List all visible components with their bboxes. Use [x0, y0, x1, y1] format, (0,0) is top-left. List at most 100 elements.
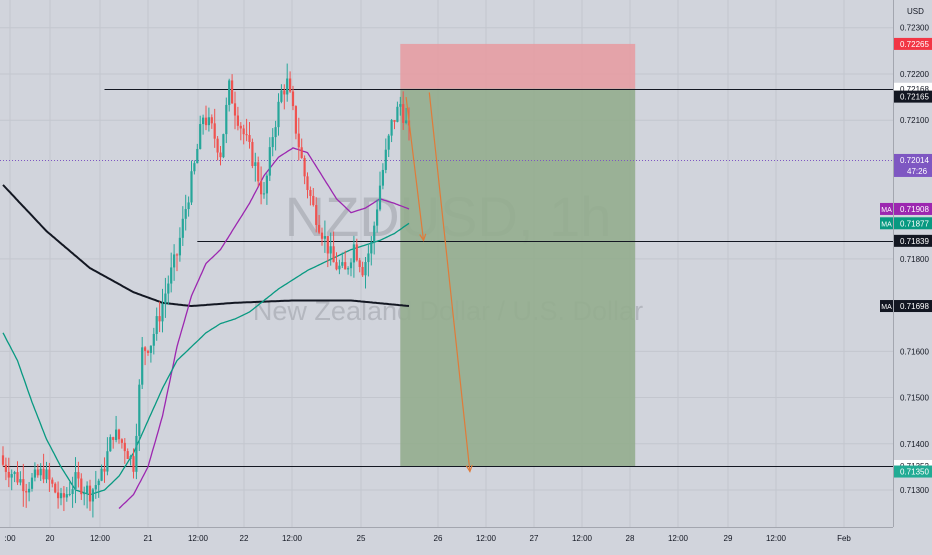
candle-body: [196, 148, 199, 164]
price-tick-label: 0.71400: [900, 440, 929, 449]
candle-body: [132, 456, 135, 472]
time-tick-label: 12:00: [572, 534, 593, 543]
ma-tag-badge: [880, 300, 893, 313]
candle-body: [68, 493, 71, 495]
ma-tag-text: MA: [881, 207, 892, 214]
hline-price-tag-bg: [894, 234, 932, 247]
candle-body: [199, 124, 202, 149]
candle-body: [405, 120, 408, 123]
candle-body: [155, 316, 158, 334]
candle-body: [355, 244, 358, 261]
candle-body: [347, 268, 350, 270]
currency-label: USD: [907, 7, 924, 16]
candle-body: [25, 491, 28, 493]
candle-body: [384, 149, 387, 170]
candle-body: [271, 137, 274, 148]
candle-body: [228, 80, 231, 105]
candle-body: [332, 246, 335, 263]
candle-body: [260, 181, 263, 195]
price-tick-label: 0.71800: [900, 255, 929, 264]
bar-countdown: 47:26: [907, 167, 928, 176]
time-tick-label: 21: [144, 534, 153, 543]
candle-body: [231, 80, 234, 104]
candle-body: [80, 478, 83, 495]
time-tick-label: 12:00: [282, 534, 303, 543]
candle-body: [144, 347, 147, 351]
candle-body: [329, 246, 332, 254]
candle-body: [370, 241, 373, 254]
candle-body: [242, 128, 245, 135]
candle-body: [268, 147, 271, 176]
candle-body: [294, 106, 297, 134]
candle-body: [315, 205, 318, 225]
ma-purple-tag: 0.71908: [900, 205, 929, 214]
candle-body: [254, 162, 257, 166]
candle-body: [265, 175, 268, 194]
price-tick-label: 0.72200: [900, 70, 929, 79]
stop-loss-zone[interactable]: [400, 43, 636, 89]
candle-body: [170, 267, 173, 284]
entry-price-tag-bg: [894, 90, 932, 103]
candle-body: [390, 120, 393, 136]
candle-body: [399, 104, 402, 107]
horizontal-lines[interactable]: [0, 89, 893, 467]
moving-average-line: [118, 147, 410, 509]
candle-body: [13, 472, 16, 475]
price-tick-label: 0.71500: [900, 394, 929, 403]
candle-body: [19, 479, 22, 483]
moving-average-line: [2, 184, 410, 308]
candle-body: [323, 236, 326, 239]
ma-tag-badge: [880, 202, 893, 215]
stop-price-tag-bg: [894, 37, 932, 50]
take-profit-zone[interactable]: [400, 88, 636, 467]
candle-body: [393, 120, 396, 122]
time-axis-background: [0, 527, 893, 550]
candle-body: [341, 262, 344, 266]
time-tick-label: 25: [357, 534, 366, 543]
candle-body: [364, 262, 367, 276]
candle-body: [289, 78, 292, 92]
hline-price-tag: 0.72168: [900, 85, 929, 94]
candle-body: [277, 101, 280, 128]
candle-body: [123, 442, 126, 452]
time-tick-label: Feb: [837, 534, 851, 543]
trend-arrow[interactable]: [428, 92, 471, 472]
stop-price-tag: 0.72265: [900, 40, 929, 49]
candle-body: [167, 283, 170, 294]
candle-body: [248, 134, 251, 142]
candle-body: [59, 493, 63, 499]
candlesticks: [1, 63, 411, 518]
candle-body: [376, 209, 379, 226]
candle-body: [309, 189, 312, 196]
candle-body: [312, 195, 315, 206]
candle-body: [141, 347, 144, 385]
candle-body: [71, 489, 74, 494]
candle-body: [65, 494, 68, 498]
candle-body: [381, 169, 384, 186]
short-position-tool[interactable]: [400, 43, 636, 467]
candle-body: [129, 456, 132, 459]
candle-body: [109, 437, 112, 452]
candle-body: [233, 103, 237, 116]
target-price-tag: 0.71350: [900, 468, 929, 477]
candle-body: [219, 152, 222, 158]
price-tick-label: 0.71300: [900, 486, 929, 495]
candle-body: [48, 469, 51, 480]
price-axis[interactable]: USD 0.72300 0.72200 0.72100 0.71800 0.71600 0.…: [880, 0, 932, 550]
candle-body: [225, 104, 228, 135]
ma-purple-tag-bg: [894, 202, 932, 215]
candle-body: [349, 262, 353, 269]
candle-body: [152, 333, 155, 346]
arrows[interactable]: [405, 92, 473, 473]
time-tick-label: 12:00: [766, 534, 787, 543]
candle-body: [202, 117, 205, 125]
candle-body: [4, 464, 7, 472]
candle-body: [175, 254, 179, 256]
candle-body: [297, 133, 300, 148]
candle-body: [74, 472, 77, 490]
time-axis[interactable]: :00 20 12:00 21 12:00 22 12:00 25 26 12:00 27 12:00…: [0, 527, 893, 550]
candle-body: [30, 477, 34, 489]
trend-arrow[interactable]: [405, 97, 425, 241]
